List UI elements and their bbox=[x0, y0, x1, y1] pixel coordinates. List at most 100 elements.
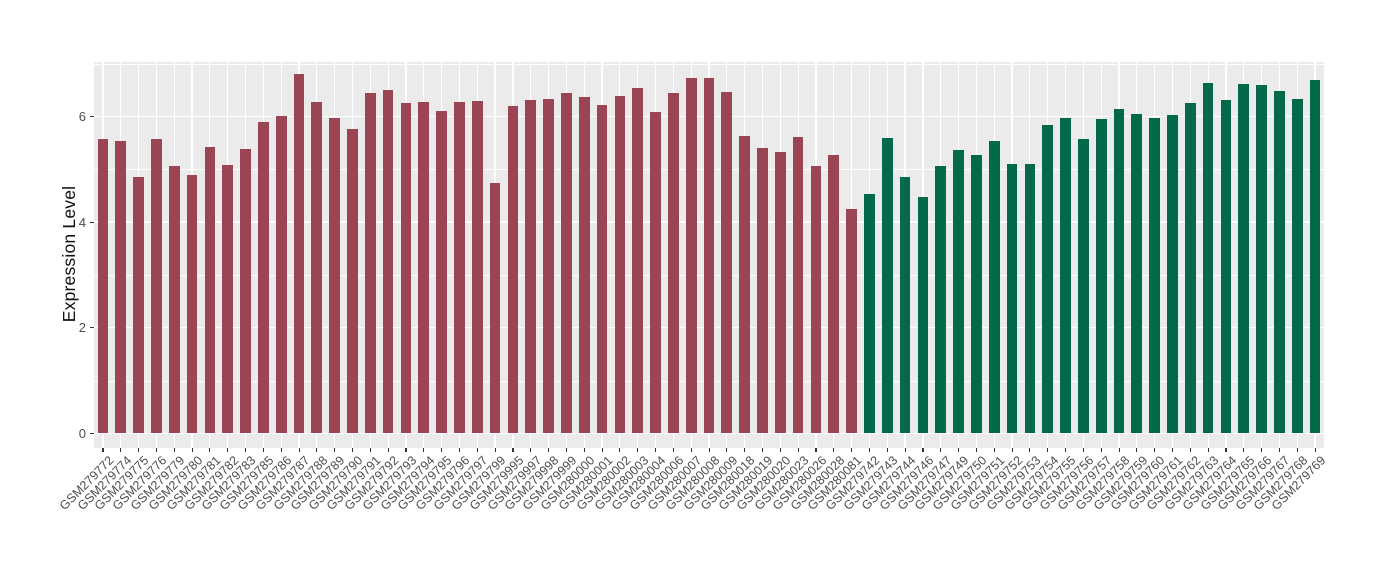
x-tick-mark bbox=[1118, 448, 1120, 452]
bar bbox=[774, 152, 786, 434]
x-tick-mark bbox=[245, 448, 247, 452]
bar bbox=[739, 136, 750, 434]
x-tick-mark bbox=[1225, 448, 1227, 452]
x-tick-mark bbox=[851, 448, 853, 452]
bar bbox=[329, 117, 340, 434]
x-tick-mark bbox=[779, 448, 781, 452]
x-tick-mark bbox=[1207, 448, 1209, 452]
bar bbox=[846, 208, 857, 434]
bar bbox=[115, 141, 127, 434]
x-tick-mark bbox=[637, 448, 639, 452]
bar bbox=[489, 182, 501, 434]
bar bbox=[471, 100, 483, 434]
y-tick-label: 4 bbox=[78, 214, 86, 230]
x-tick-mark bbox=[1154, 448, 1156, 452]
bar bbox=[258, 122, 269, 434]
x-tick-mark bbox=[1029, 448, 1031, 452]
bar bbox=[275, 115, 287, 434]
x-tick-mark bbox=[1011, 448, 1013, 452]
x-tick-mark bbox=[868, 448, 871, 452]
x-tick-mark bbox=[1065, 448, 1067, 452]
x-tick-mark bbox=[958, 448, 960, 452]
bar bbox=[293, 74, 305, 434]
x-tick-mark bbox=[815, 448, 817, 452]
bar bbox=[418, 101, 430, 434]
y-tick-mark bbox=[90, 116, 94, 118]
bar bbox=[133, 177, 144, 434]
bar bbox=[971, 154, 982, 434]
bar bbox=[988, 140, 1000, 434]
x-tick-mark bbox=[387, 448, 389, 452]
x-tick-mark bbox=[1314, 448, 1316, 452]
bar bbox=[1238, 83, 1250, 434]
bar bbox=[721, 92, 733, 434]
x-tick-mark bbox=[548, 448, 550, 452]
bar bbox=[525, 99, 537, 434]
bar bbox=[917, 196, 929, 434]
x-tick-mark bbox=[476, 448, 478, 452]
bar bbox=[1024, 164, 1036, 434]
bar bbox=[204, 146, 216, 434]
x-tick-mark bbox=[209, 448, 211, 452]
x-tick-mark bbox=[655, 448, 657, 452]
y-tick-mark bbox=[90, 432, 94, 434]
x-tick-mark bbox=[833, 448, 835, 452]
x-tick-mark bbox=[619, 448, 621, 452]
bar bbox=[828, 154, 840, 434]
x-tick-mark bbox=[744, 448, 746, 452]
x-tick-mark bbox=[262, 448, 264, 452]
x-tick-mark bbox=[138, 448, 140, 452]
y-axis-title: Expression Level bbox=[59, 185, 79, 323]
y-tick-mark bbox=[90, 221, 94, 223]
bar bbox=[1309, 79, 1321, 434]
x-tick-mark bbox=[441, 448, 443, 452]
x-tick-mark bbox=[405, 448, 407, 452]
bar bbox=[1167, 114, 1178, 434]
x-tick-mark bbox=[1082, 448, 1084, 452]
x-tick-mark bbox=[1100, 448, 1102, 452]
x-tick-mark bbox=[102, 448, 104, 452]
x-tick-mark bbox=[583, 448, 585, 452]
bar bbox=[382, 89, 394, 434]
bar bbox=[97, 138, 109, 434]
bar bbox=[240, 149, 251, 434]
bar bbox=[1006, 164, 1018, 434]
bar bbox=[596, 104, 608, 434]
bar bbox=[685, 77, 697, 434]
x-tick-mark bbox=[298, 448, 300, 452]
bar bbox=[1131, 113, 1143, 434]
x-tick-mark bbox=[708, 448, 710, 452]
bar bbox=[561, 92, 572, 434]
x-tick-mark bbox=[761, 448, 764, 452]
plot-panel bbox=[94, 62, 1324, 448]
minor-gridline bbox=[94, 63, 1324, 65]
x-tick-mark bbox=[1189, 448, 1191, 452]
bar bbox=[650, 112, 661, 434]
bar bbox=[186, 174, 198, 434]
bar bbox=[436, 111, 447, 434]
bar bbox=[364, 92, 376, 434]
bar bbox=[543, 98, 554, 434]
x-tick-mark bbox=[227, 448, 229, 452]
x-tick-mark bbox=[726, 448, 728, 452]
bar bbox=[347, 129, 358, 434]
bar bbox=[1220, 99, 1232, 434]
bar bbox=[792, 136, 804, 434]
bar bbox=[454, 102, 465, 434]
bar bbox=[1274, 90, 1285, 434]
bar bbox=[1078, 138, 1089, 434]
x-tick-mark bbox=[1261, 448, 1263, 452]
bar bbox=[1060, 118, 1071, 434]
bar bbox=[935, 166, 947, 434]
bar bbox=[899, 176, 911, 434]
bar bbox=[1095, 119, 1107, 434]
bar bbox=[1042, 125, 1054, 434]
x-tick-mark bbox=[922, 448, 924, 452]
bar bbox=[614, 96, 626, 434]
bar bbox=[1291, 98, 1303, 434]
bar bbox=[168, 166, 180, 434]
x-tick-mark bbox=[316, 448, 318, 452]
x-tick-mark bbox=[886, 448, 888, 452]
x-tick-mark bbox=[565, 448, 567, 452]
